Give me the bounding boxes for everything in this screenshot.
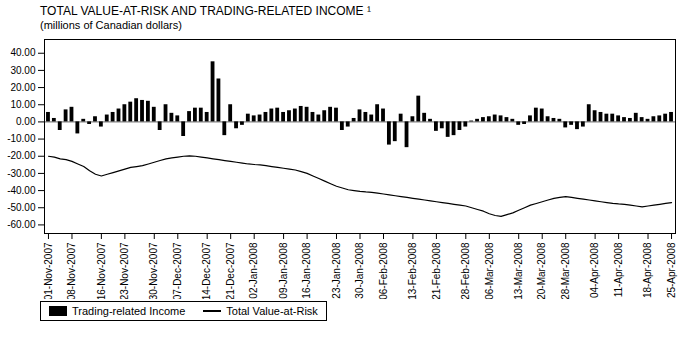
svg-text:30.00: 30.00 [10, 65, 35, 76]
svg-text:28-Mar-2008: 28-Mar-2008 [560, 242, 571, 299]
svg-text:-40.00: -40.00 [7, 185, 36, 196]
svg-text:-60.00: -60.00 [7, 219, 36, 230]
html-text:Trading-related Income: Trading-related Income [72, 305, 186, 317]
svg-text:-30.00: -30.00 [7, 168, 36, 179]
svg-text:-20.00: -20.00 [7, 150, 36, 161]
svg-text:10.00: 10.00 [10, 99, 35, 110]
svg-text:30-Nov-2007: 30-Nov-2007 [148, 242, 159, 299]
svg-text:11-Apr-2008: 11-Apr-2008 [613, 242, 624, 297]
svg-text:0.00: 0.00 [16, 116, 36, 127]
svg-text:09-Jan-2008: 09-Jan-2008 [278, 242, 289, 299]
svg-text:40.00: 40.00 [10, 47, 35, 58]
svg-text:16-Jan-2008: 16-Jan-2008 [301, 242, 312, 299]
svg-text:23-Nov-2007: 23-Nov-2007 [119, 242, 130, 299]
html-text:(millions of Canadian dollars): (millions of Canadian dollars) [40, 19, 182, 31]
svg-text:02-Jan-2008: 02-Jan-2008 [248, 242, 259, 299]
svg-text:13-Feb-2008: 13-Feb-2008 [407, 242, 418, 299]
svg-text:13-Mar-2008: 13-Mar-2008 [513, 242, 524, 299]
svg-text:21-Dec-2007: 21-Dec-2007 [225, 242, 236, 299]
svg-text:-10.00: -10.00 [7, 133, 36, 144]
svg-text:18-Apr-2008: 18-Apr-2008 [642, 242, 653, 298]
svg-text:30-Jan-2008: 30-Jan-2008 [354, 242, 365, 299]
svg-text:28-Feb-2008: 28-Feb-2008 [460, 242, 471, 299]
svg-text:23-Jan-2008: 23-Jan-2008 [331, 242, 342, 299]
svg-text:20-Mar-2008: 20-Mar-2008 [536, 242, 547, 299]
svg-text:14-Dec-2007: 14-Dec-2007 [201, 242, 212, 299]
svg-text:08-Nov-2007: 08-Nov-2007 [66, 242, 77, 299]
html-text:TOTAL VALUE-AT-RISK AND TRADIN: TOTAL VALUE-AT-RISK AND TRADING-RELATED … [40, 4, 371, 18]
svg-text:07-Dec-2007: 07-Dec-2007 [172, 242, 183, 299]
svg-text:04-Apr-2008: 04-Apr-2008 [589, 242, 600, 298]
svg-text:06-Feb-2008: 06-Feb-2008 [378, 242, 389, 299]
svg-text:25-Apr-2008: 25-Apr-2008 [666, 242, 677, 298]
svg-text:21-Feb-2008: 21-Feb-2008 [431, 242, 442, 299]
svg-text:16-Nov-2007: 16-Nov-2007 [96, 242, 107, 299]
svg-text:06-Mar-2008: 06-Mar-2008 [484, 242, 495, 299]
html-text:Total Value-at-Risk: Total Value-at-Risk [226, 305, 318, 317]
svg-text:20.00: 20.00 [10, 82, 35, 93]
svg-text:01-Nov-2007: 01-Nov-2007 [43, 242, 54, 299]
svg-text:-50.00: -50.00 [7, 202, 36, 213]
